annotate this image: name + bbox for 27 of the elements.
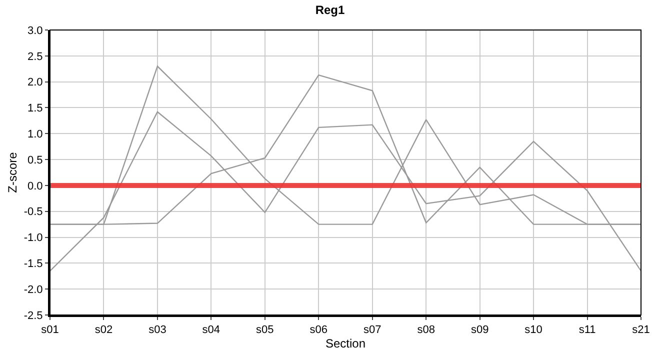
y-tick-label: 3.0 [28,24,43,37]
chart-title: Reg1 [315,2,345,17]
y-tick-label: 1.5 [28,102,43,115]
x-tick-label: s21 [632,324,650,336]
x-axis-title: Section [325,336,366,351]
y-tick-label: -2.5 [24,310,43,322]
x-tick-label: s04 [202,324,220,336]
y-tick-label: -1.0 [24,232,43,244]
x-tick-label: s01 [41,324,59,336]
y-tick-label: 2.5 [28,50,43,63]
y-tick-label: -1.5 [24,258,43,270]
y-tick-label: 0.5 [28,154,43,166]
y-tick-label: -2.0 [24,284,43,296]
y-tick-label: 2.0 [28,76,43,89]
x-tick-label: s11 [578,324,596,336]
x-tick-label: s05 [256,324,274,336]
x-tick-label: s03 [148,324,166,336]
x-tick-label: s06 [310,324,328,336]
y-tick-label: -0.5 [24,206,43,218]
y-tick-label: 0.0 [28,180,43,192]
x-tick-label: s09 [470,324,489,336]
x-tick-label: s08 [417,324,435,336]
y-tick-label: 1.0 [28,128,43,140]
x-tick-label: s10 [524,324,542,336]
x-tick-label: s07 [363,324,382,336]
y-axis-title: Z-score [6,152,20,193]
x-tick-label: s02 [94,324,113,336]
